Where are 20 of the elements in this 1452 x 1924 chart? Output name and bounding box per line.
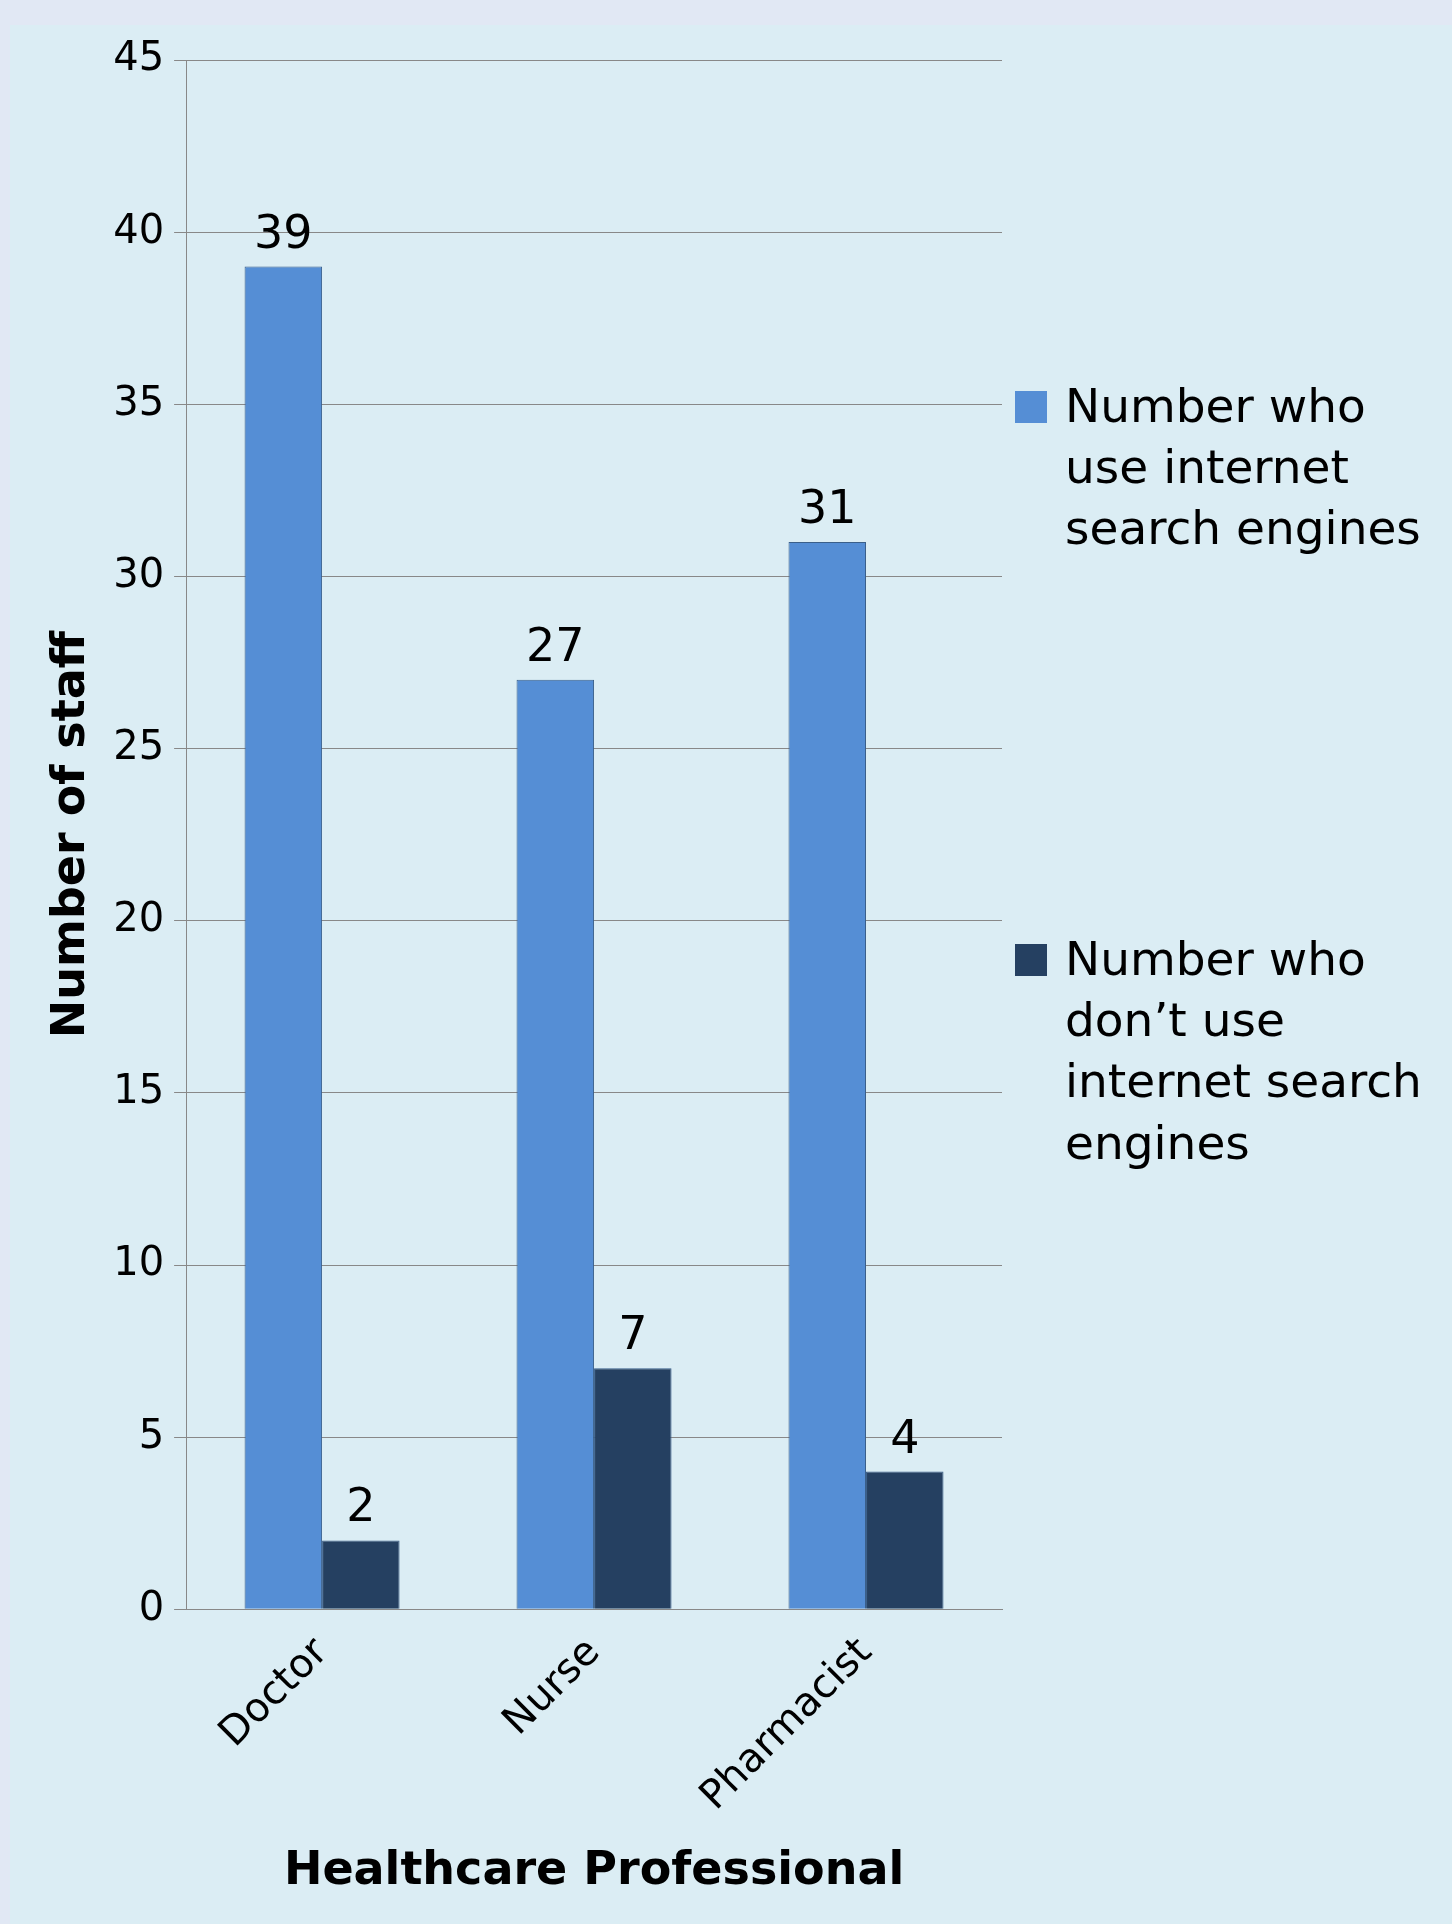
data-label: 39 [254, 204, 313, 259]
y-tick-label: 15 [113, 1066, 165, 1113]
y-tick-label: 10 [113, 1238, 165, 1285]
data-label: 4 [890, 1409, 920, 1464]
y-tick-label: 35 [113, 377, 165, 424]
x-axis-title: Healthcare Professional [283, 1841, 905, 1896]
y-axis-title: Number of staff [40, 630, 95, 1039]
y-tick-label: 5 [138, 1410, 165, 1457]
y-tick-label: 20 [113, 894, 165, 941]
y-tick-label: 0 [138, 1582, 165, 1629]
y-tick-label: 40 [113, 205, 165, 252]
legend-label: Number who don’t use internet search engines [1065, 930, 1423, 1172]
data-label: 2 [346, 1478, 376, 1533]
y-tick-label: 45 [113, 33, 165, 80]
legend-label: Number who use internet search engines [1065, 377, 1422, 558]
data-label: 31 [797, 479, 857, 534]
data-label: 7 [618, 1306, 648, 1361]
y-tick-label: 25 [113, 721, 165, 768]
data-label: 27 [526, 617, 585, 672]
y-tick-label: 30 [113, 549, 165, 596]
